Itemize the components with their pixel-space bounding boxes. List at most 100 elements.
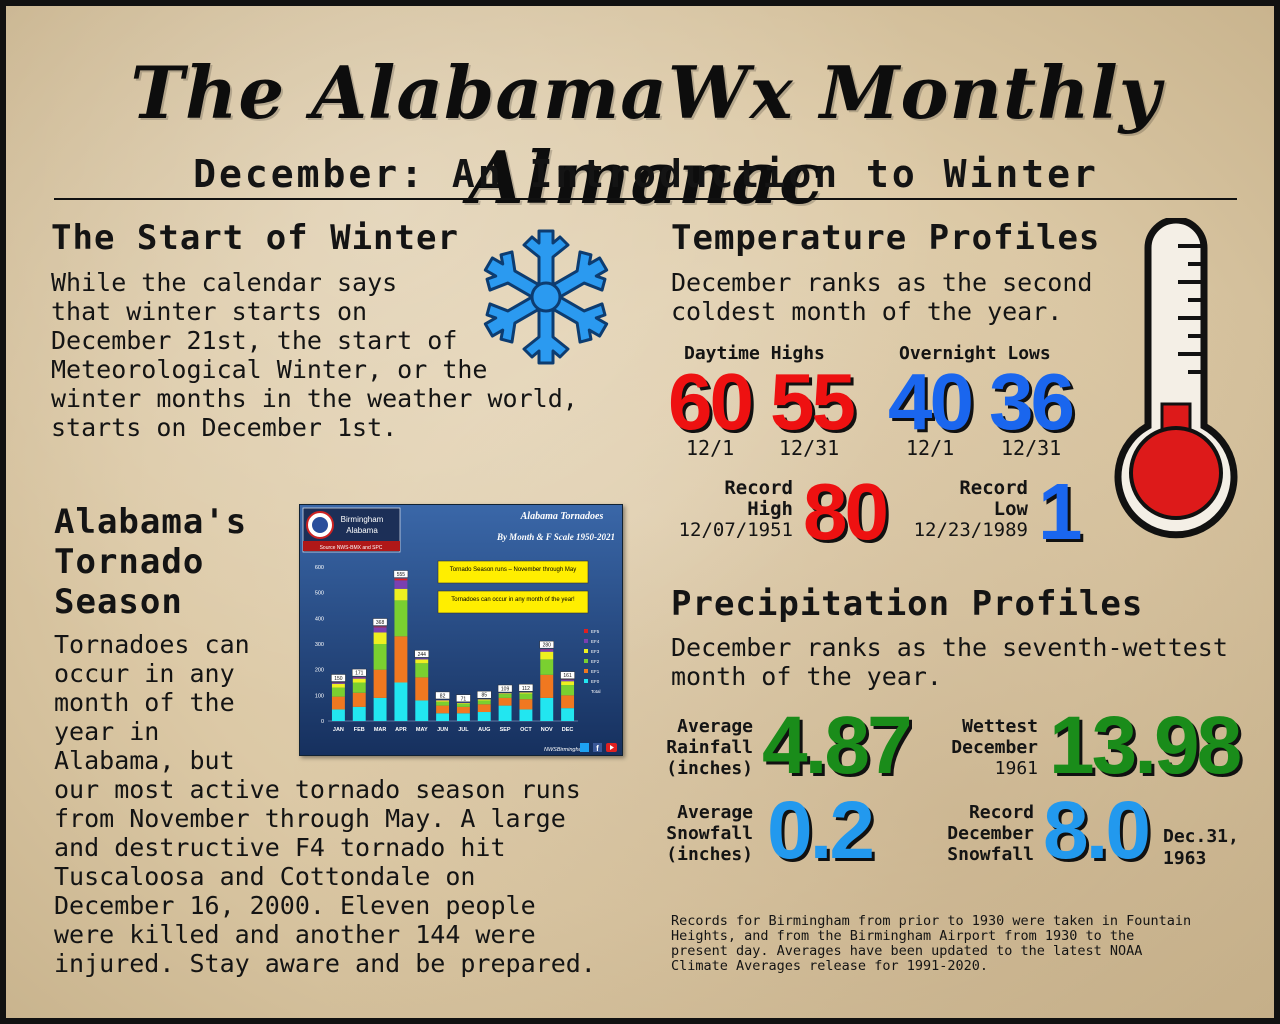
text-line: Alabama, but — [54, 746, 235, 775]
legend-label: EF4 — [591, 639, 600, 644]
bar-segment-ef0 — [331, 709, 345, 721]
footnote: Records for Birmingham from prior to 193… — [671, 914, 1191, 974]
x-tick-label: FEB — [354, 727, 365, 733]
text-line: starts on December 1st. — [51, 413, 398, 442]
label-line: December — [947, 823, 1034, 844]
bar-segment-ef2 — [373, 644, 387, 670]
bar-segment-ef2 — [561, 685, 575, 696]
bar-segment-ef0 — [456, 713, 470, 721]
legend-label: EF5 — [591, 629, 600, 634]
y-tick-label: 400 — [315, 616, 324, 622]
bar-segment-ef3 — [373, 632, 387, 644]
total-label-box — [497, 684, 513, 693]
masthead-title: The AlabamaWx Monthly Almanac — [130, 50, 1162, 220]
text-line: were killed and another 144 were — [54, 920, 536, 949]
record-high-value: 80 — [803, 467, 889, 556]
text-line: December ranks as the second — [671, 268, 1093, 297]
low-end-date: 12/31 — [1001, 436, 1062, 460]
bar-segment-ef1 — [456, 706, 470, 714]
footnote-line: Heights, and from the Birmingham Airport… — [671, 928, 1135, 944]
legend-swatch — [584, 639, 588, 643]
total-label-box — [518, 684, 534, 692]
text-line: year in — [54, 717, 160, 746]
total-data-label: 82 — [440, 693, 446, 699]
bar-segment-ef3 — [394, 588, 408, 601]
text-line: winter months in the weather world, — [51, 384, 578, 413]
legend-swatch — [584, 649, 588, 653]
bar-segment-ef5 — [394, 578, 408, 581]
bar-segment-ef0 — [477, 712, 491, 721]
bar-segment-ef4 — [415, 658, 429, 660]
chart-title: Alabama Tornadoes — [520, 511, 604, 522]
heading-line: Alabama's — [54, 502, 248, 542]
bar-segment-ef0 — [436, 713, 450, 721]
total-label-box — [372, 618, 388, 626]
record-low-value: 1 — [1038, 467, 1082, 556]
bar-segment-ef0 — [498, 705, 512, 721]
text-line: December 21st, the start of — [51, 326, 458, 355]
bar-segment-ef0 — [373, 697, 387, 721]
bar-segment-ef1 — [415, 677, 429, 701]
x-tick-label: OCT — [520, 727, 532, 733]
total-label-box — [477, 690, 492, 699]
bar-segment-ef2 — [498, 694, 512, 698]
legend-label: EF0 — [591, 679, 600, 684]
page-subtitle: December: An Introduction to Winter — [193, 152, 1099, 196]
high-start-value: 60 — [668, 357, 754, 446]
total-data-label: 112 — [522, 686, 530, 692]
bar-segment-ef2 — [456, 703, 470, 707]
precipitation-heading: Precipitation Profiles — [671, 584, 1144, 624]
bar-segment-ef1 — [540, 674, 554, 698]
snowflake-icon — [476, 229, 616, 365]
bar-segment-ef1 — [519, 699, 533, 710]
total-data-label: 555 — [397, 572, 406, 578]
total-label-box — [560, 671, 575, 679]
text-line: Meteorological Winter, or the — [51, 355, 488, 384]
footnote-line: present day. Averages have been updated … — [671, 943, 1143, 959]
bar-segment-ef1 — [436, 705, 450, 714]
low-start-value: 40 — [888, 357, 974, 446]
high-end-value: 55 — [770, 357, 856, 446]
text-line: While the calendar says — [51, 268, 398, 297]
bar-segment-ef3 — [540, 651, 554, 660]
bar-segment-ef0 — [415, 700, 429, 721]
bar-segment-ef0 — [394, 682, 408, 721]
y-tick-label: 600 — [315, 565, 324, 571]
record-snowfall-value: 8.0 — [1043, 785, 1151, 876]
legend-label: EF1 — [591, 669, 600, 674]
average-snowfall-label: Average Snowfall (inches) — [646, 802, 753, 865]
bar-segment-ef4 — [540, 649, 554, 652]
date-line: Dec.31, — [1163, 826, 1239, 847]
x-tick-label: MAR — [374, 727, 387, 733]
bar-segment-ef4 — [331, 682, 345, 684]
label-line: Average — [677, 802, 753, 823]
label-line: Rainfall — [666, 737, 753, 758]
text-line: month of the — [54, 688, 235, 717]
label-line: December — [951, 737, 1038, 758]
callout-box — [437, 560, 589, 584]
record-low-date: 12/23/1989 — [913, 519, 1028, 541]
bar-segment-ef2 — [352, 682, 366, 693]
bar-segment-ef3 — [436, 700, 450, 702]
temperature-heading: Temperature Profiles — [671, 218, 1101, 258]
text-line: Tuscaloosa and Cottondale on — [54, 862, 476, 891]
label-line: Average — [677, 716, 753, 737]
callout-line: Tornadoes can occur in any month of the … — [451, 597, 575, 603]
label-line: Snowfall — [666, 823, 753, 844]
label-line: Snowfall — [947, 844, 1034, 865]
label-line: (inches) — [666, 758, 753, 779]
bar-segment-ef1 — [373, 669, 387, 698]
total-data-label: 150 — [334, 676, 343, 682]
bar-segment-ef3 — [456, 703, 470, 704]
record-snowfall-label: Record December Snowfall — [906, 802, 1034, 865]
bar-segment-ef3 — [331, 683, 345, 688]
label-line: (inches) — [666, 844, 753, 865]
start-of-winter-heading: The Start of Winter — [51, 218, 459, 258]
text-line: December ranks as the seventh-wettest — [671, 633, 1228, 662]
wettest-december-value: 13.98 — [1049, 700, 1242, 791]
bar-segment-ef4 — [561, 679, 575, 682]
chart-subtitle: By Month & F Scale 1950-2021 — [496, 532, 615, 542]
legend-swatch — [584, 629, 588, 633]
text-line: injured. Stay aware and be prepared. — [54, 949, 596, 978]
bar-segment-ef3 — [498, 693, 512, 695]
